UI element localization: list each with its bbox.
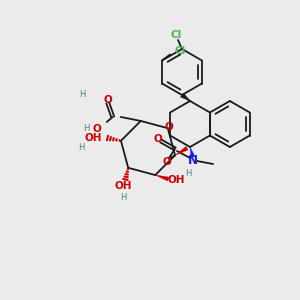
Text: O: O (103, 95, 112, 105)
Text: H: H (185, 169, 191, 178)
Text: O: O (154, 134, 162, 144)
Text: O: O (92, 124, 101, 134)
Text: OH: OH (115, 181, 132, 191)
Polygon shape (190, 147, 195, 158)
Text: Cl: Cl (175, 46, 186, 56)
Text: H: H (78, 143, 84, 152)
Text: O: O (164, 122, 173, 132)
Text: Cl: Cl (170, 30, 182, 40)
Text: N: N (188, 154, 198, 167)
Text: O: O (163, 157, 171, 167)
Text: H: H (80, 91, 86, 100)
Polygon shape (181, 93, 190, 101)
Text: H: H (120, 193, 126, 202)
Text: OH: OH (84, 133, 102, 143)
Text: H: H (84, 124, 90, 134)
Polygon shape (155, 175, 169, 181)
Text: OH: OH (167, 175, 185, 185)
Polygon shape (175, 146, 188, 155)
